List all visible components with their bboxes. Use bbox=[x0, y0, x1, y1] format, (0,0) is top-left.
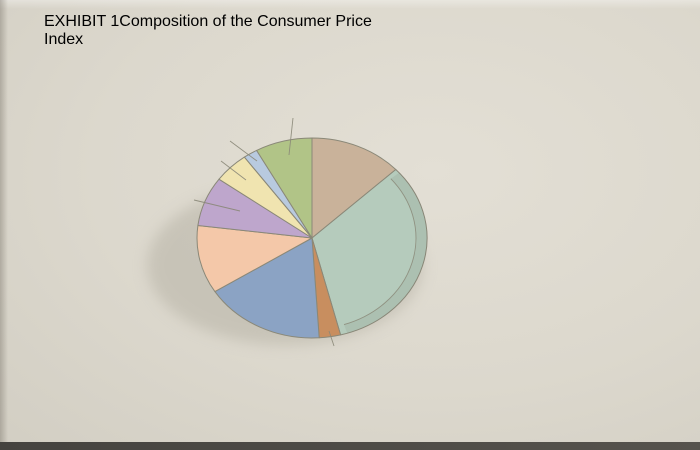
leader-apparel bbox=[328, 330, 335, 347]
leader-entertainment bbox=[220, 160, 247, 181]
exhibit-number: EXHIBIT 1 bbox=[44, 13, 120, 30]
leader-health-care bbox=[193, 199, 241, 212]
pie-slices-group bbox=[196, 137, 428, 339]
pie-3d-rim bbox=[343, 172, 428, 334]
pie-slice-housing bbox=[311, 169, 428, 336]
leader-other-goods bbox=[288, 117, 294, 156]
pie-rim-arc bbox=[343, 178, 417, 326]
photo-edge-left bbox=[0, 0, 8, 450]
photo-edge-bottom bbox=[0, 442, 700, 450]
pie-slice-other-goods-and-services bbox=[256, 137, 313, 239]
exhibit-header: EXHIBIT 1Composition of the Consumer Pri… bbox=[44, 13, 391, 48]
leader-education bbox=[229, 140, 258, 162]
pie-slice-personal-insurance bbox=[196, 225, 313, 293]
exhibit-header-text: EXHIBIT 1Composition of the Consumer Pri… bbox=[44, 13, 372, 48]
pie-rim-band bbox=[344, 172, 428, 334]
pie-slice-transportation bbox=[214, 237, 320, 339]
pie-slice-food bbox=[311, 137, 397, 239]
exhibit-title: Composition of the Consumer Price Index bbox=[44, 13, 372, 48]
leader-lines-group bbox=[193, 117, 335, 347]
photo-edge-top bbox=[0, 0, 700, 9]
